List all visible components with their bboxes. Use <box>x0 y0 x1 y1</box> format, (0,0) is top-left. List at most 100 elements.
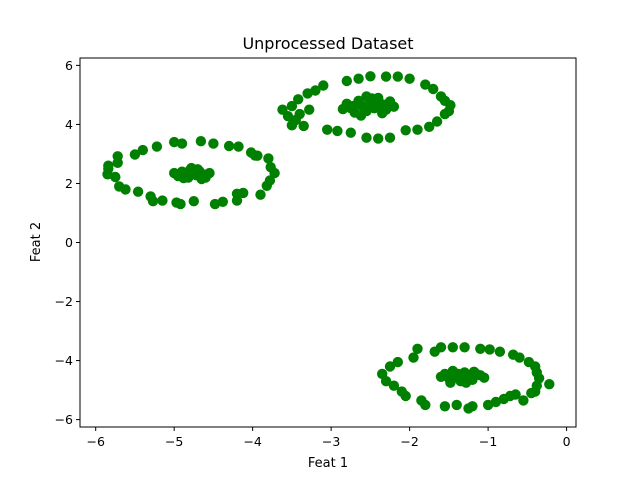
data-point <box>482 399 494 411</box>
y-tick-label: 2 <box>65 176 73 191</box>
data-point <box>192 164 203 175</box>
data-point <box>112 157 123 168</box>
x-tick-label: −1 <box>479 434 497 449</box>
data-point <box>223 140 235 152</box>
data-point <box>264 175 276 186</box>
data-point <box>400 125 411 136</box>
x-tick-label: −2 <box>400 434 418 449</box>
data-point <box>263 153 274 164</box>
data-point <box>361 91 372 102</box>
data-point <box>318 80 329 91</box>
y-tick-label: −6 <box>55 412 73 427</box>
data-point <box>365 71 376 82</box>
data-point <box>459 342 470 353</box>
data-point <box>277 104 288 115</box>
y-tick-label: −2 <box>55 294 73 309</box>
data-point <box>310 85 321 96</box>
y-axis-label: Feat 2 <box>29 222 44 262</box>
data-point <box>445 377 456 388</box>
data-point <box>544 379 555 390</box>
data-point <box>392 356 403 368</box>
data-point <box>428 83 439 95</box>
y-tick-label: 4 <box>65 117 73 132</box>
data-point <box>388 101 400 112</box>
data-point <box>380 71 392 82</box>
data-point <box>286 100 298 112</box>
data-point <box>468 366 480 377</box>
data-point <box>404 73 415 84</box>
data-point <box>233 141 244 152</box>
data-point <box>494 346 506 357</box>
data-point <box>337 103 349 115</box>
data-point <box>169 136 180 148</box>
x-tick-label: −6 <box>86 434 104 449</box>
data-point <box>443 105 455 117</box>
data-point <box>304 104 315 115</box>
chart-title: Unprocessed Dataset <box>242 34 413 53</box>
data-point <box>439 401 451 412</box>
data-point <box>384 361 396 372</box>
data-point <box>353 73 364 84</box>
data-point <box>332 125 343 137</box>
data-point <box>195 136 207 147</box>
data-point <box>431 116 443 127</box>
data-point <box>120 184 131 195</box>
data-point <box>347 100 359 112</box>
data-point <box>412 343 423 354</box>
data-point <box>298 120 309 132</box>
data-point <box>345 127 356 138</box>
data-point <box>302 88 313 99</box>
data-point <box>355 110 367 121</box>
data-point <box>475 343 486 354</box>
data-point <box>400 390 411 402</box>
y-tick-label: 0 <box>65 235 73 250</box>
data-point <box>373 133 384 144</box>
data-point <box>151 141 163 152</box>
data-point <box>110 171 121 183</box>
y-tick-label: −4 <box>55 353 73 368</box>
data-point <box>129 149 141 160</box>
data-point <box>322 124 333 135</box>
axis-ticks: −6 −5 −4 −3 −2 −1 0 −6 −4 −2 0 2 4 6 <box>55 58 571 449</box>
data-point <box>371 100 382 111</box>
data-point <box>420 79 431 90</box>
y-tick-label: 6 <box>65 58 73 73</box>
data-point <box>435 342 447 353</box>
data-point <box>490 396 502 408</box>
data-point <box>204 167 215 179</box>
data-point <box>384 132 396 143</box>
data-point <box>137 144 148 156</box>
data-point <box>408 352 419 363</box>
data-point <box>178 172 189 184</box>
data-point <box>157 195 168 206</box>
x-tick-label: −3 <box>322 434 340 449</box>
data-point <box>132 186 144 197</box>
data-point <box>447 342 458 353</box>
data-point <box>380 376 392 387</box>
data-point <box>388 380 400 391</box>
x-tick-label: 0 <box>563 434 571 449</box>
data-point <box>514 352 525 363</box>
x-axis-label: Feat 1 <box>308 456 348 471</box>
data-point <box>460 377 472 388</box>
data-point <box>255 189 266 200</box>
x-tick-label: −5 <box>165 434 183 449</box>
data-point <box>518 395 529 406</box>
data-point <box>252 150 263 161</box>
data-point <box>424 121 435 132</box>
data-point <box>341 75 352 87</box>
data-point <box>392 71 403 82</box>
data-point <box>196 173 207 185</box>
x-tick-label: −4 <box>243 434 261 449</box>
data-point <box>238 187 249 199</box>
data-point <box>102 169 113 180</box>
data-point <box>435 371 447 382</box>
data-point <box>453 368 464 380</box>
data-point <box>175 198 186 210</box>
data-point <box>451 399 462 411</box>
data-point <box>176 138 188 149</box>
data-point <box>188 196 199 207</box>
data-point <box>412 124 423 135</box>
plot-frame <box>79 57 577 428</box>
